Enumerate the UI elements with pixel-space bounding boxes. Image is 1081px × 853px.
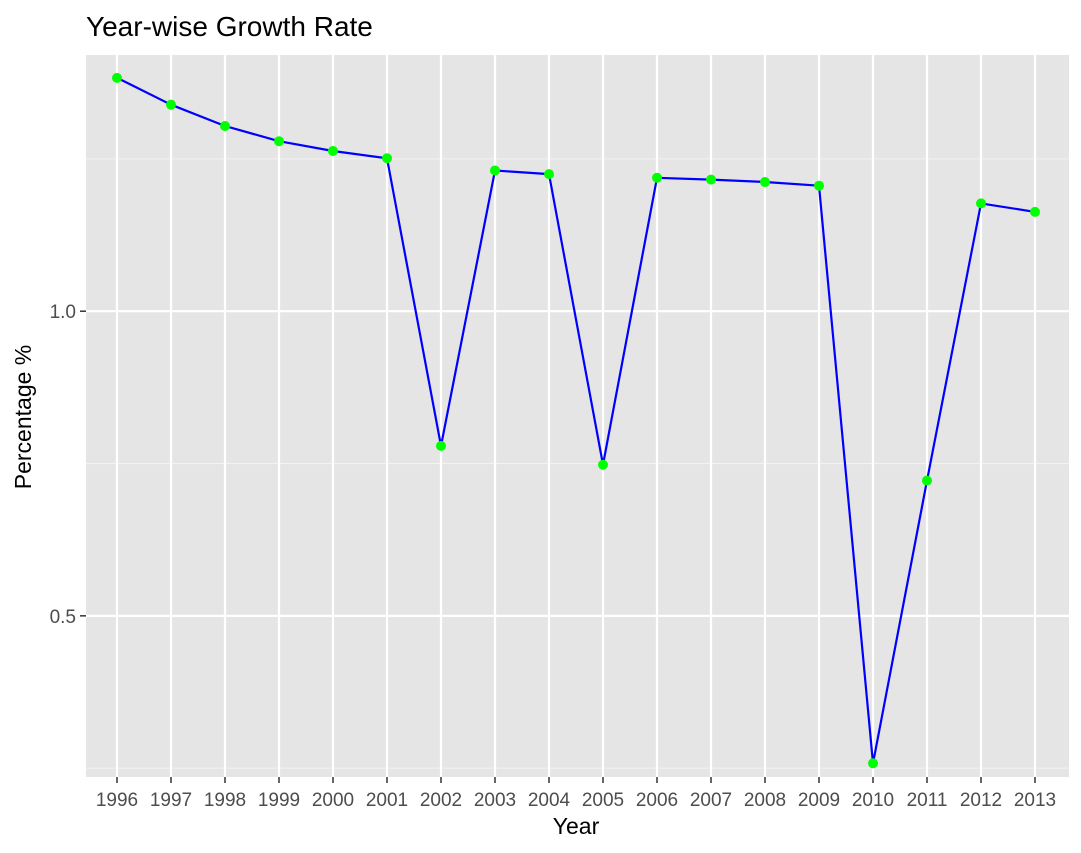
data-point-2007	[706, 174, 716, 185]
x-tick-label-1999: 1999	[258, 790, 300, 811]
data-point-2006	[652, 172, 662, 183]
points-layer	[112, 72, 1040, 769]
x-tick-label-2003: 2003	[474, 790, 516, 811]
data-point-1999	[274, 136, 284, 147]
plot-panel	[86, 55, 1069, 777]
x-tick-label-2011: 2011	[907, 790, 948, 811]
x-tick-label-2010: 2010	[852, 790, 894, 811]
data-point-1996	[112, 72, 122, 83]
y-axis: 0.5 1.0	[50, 302, 86, 628]
y-axis-title: Percentage %	[10, 345, 36, 489]
data-point-2003	[490, 165, 500, 176]
x-tick-label-2006: 2006	[636, 790, 678, 811]
minor-gridlines	[86, 158, 1069, 769]
x-axis: 1996 1997 1998 1999 2000 2001 2002 2003 2004 2005…	[96, 777, 1056, 811]
data-point-2011	[922, 475, 932, 486]
x-tick-label-2007: 2007	[690, 790, 732, 811]
data-point-2004	[544, 169, 554, 180]
x-tick-label-2002: 2002	[420, 790, 462, 811]
data-point-2012	[976, 198, 986, 209]
data-point-2002	[436, 440, 446, 451]
x-tick-label-2012: 2012	[960, 790, 1002, 811]
data-point-2009	[814, 180, 824, 191]
chart-title: Year-wise Growth Rate	[86, 11, 373, 42]
x-tick-label-1998: 1998	[204, 790, 246, 811]
y-tick-label: 1.0	[50, 302, 76, 323]
x-tick-label-2008: 2008	[744, 790, 786, 811]
x-tick-label-2004: 2004	[528, 790, 571, 811]
x-tick-label-2005: 2005	[582, 790, 624, 811]
data-point-1997	[166, 99, 176, 110]
data-point-2005	[598, 459, 608, 470]
data-point-2000	[328, 145, 338, 156]
data-point-2008	[760, 177, 770, 188]
major-gridlines	[86, 55, 1069, 777]
x-tick-label-2000: 2000	[312, 790, 354, 811]
data-point-1998	[220, 120, 230, 131]
x-tick-label-2009: 2009	[798, 790, 840, 811]
x-tick-label-2013: 2013	[1014, 790, 1056, 811]
data-point-2013	[1030, 206, 1040, 217]
x-axis-title: Year	[553, 813, 600, 839]
data-point-2001	[382, 153, 392, 164]
x-tick-label-1997: 1997	[150, 790, 192, 811]
series-layer	[116, 76, 1036, 765]
x-tick-label-2001: 2001	[366, 790, 408, 811]
data-point-2010	[868, 758, 878, 769]
series-line	[116, 76, 1036, 765]
y-tick-label: 0.5	[50, 607, 76, 628]
x-tick-label-1996: 1996	[96, 790, 138, 811]
